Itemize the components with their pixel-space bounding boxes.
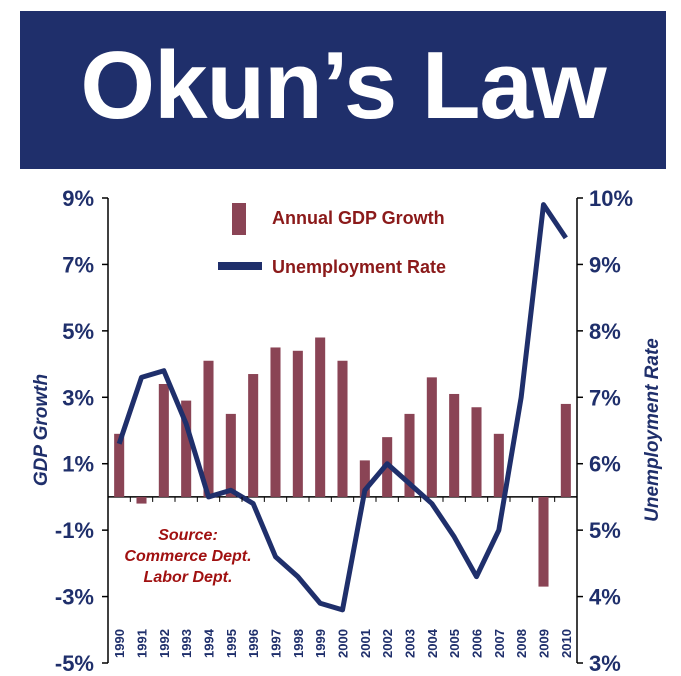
- source-line-1: Source:: [158, 527, 218, 544]
- x-tick-label: 1991: [135, 629, 150, 658]
- right-tick-label: 6%: [589, 452, 621, 477]
- x-axis-ticks: 1990 1991 1992 1993 1994 1995 1996 1997 1998 1999…: [107, 496, 574, 658]
- x-tick-label: 1994: [202, 628, 217, 658]
- gdp-bar: [471, 407, 482, 497]
- gdp-bar: [426, 377, 437, 497]
- legend-swatch-unemployment: [218, 262, 262, 270]
- gdp-bar: [136, 496, 147, 504]
- right-tick-label: 7%: [589, 385, 621, 410]
- x-tick-label: 1996: [246, 629, 261, 658]
- source-line-3: Labor Dept.: [144, 569, 233, 586]
- chart-title: Okun’s Law: [80, 32, 606, 139]
- gdp-bar: [203, 360, 214, 497]
- unemployment-line: [116, 202, 568, 613]
- legend-label-unemployment: Unemployment Rate: [272, 257, 446, 277]
- x-tick-label: 1998: [291, 629, 306, 658]
- title-banner: Okun’s Law: [20, 11, 666, 169]
- right-axis-ticks: 10% 9% 8% 7% 6% 5% 4% 3%: [577, 186, 633, 676]
- x-tick-label: 2007: [492, 629, 507, 658]
- gdp-bar: [337, 360, 348, 497]
- gdp-bar: [181, 400, 192, 497]
- gdp-bar: [315, 337, 326, 497]
- x-tick-label: 1993: [179, 629, 194, 658]
- gdp-bar: [158, 384, 169, 497]
- gdp-bar: [493, 433, 504, 497]
- gdp-bar: [538, 496, 549, 587]
- x-tick-label: 2001: [358, 629, 373, 658]
- x-tick-label: 2010: [559, 629, 574, 658]
- x-tick-label: 2008: [514, 629, 529, 658]
- x-tick-label: 1999: [313, 629, 328, 658]
- gdp-bar: [404, 413, 415, 497]
- right-tick-label: 3%: [589, 651, 621, 676]
- right-tick-label: 5%: [589, 518, 621, 543]
- gdp-bar: [248, 374, 259, 497]
- right-tick-label: 9%: [589, 252, 621, 277]
- gdp-bar: [225, 413, 236, 497]
- left-axis-label: GDP Growth: [31, 374, 52, 486]
- left-tick-label: -1%: [55, 518, 94, 543]
- x-tick-label: 2006: [470, 629, 485, 658]
- right-tick-label: 4%: [589, 585, 621, 610]
- gdp-bar: [560, 403, 571, 497]
- right-axis-label: Unemployment Rate: [642, 338, 663, 522]
- x-tick-label: 1992: [157, 629, 172, 658]
- source-annotation: Source: Commerce Dept. Labor Dept.: [124, 527, 251, 586]
- left-tick-label: 7%: [62, 252, 94, 277]
- x-tick-label: 2005: [447, 629, 462, 658]
- gdp-bar: [114, 433, 125, 497]
- x-tick-label: 2002: [380, 629, 395, 658]
- x-tick-label: 2009: [537, 629, 552, 658]
- gdp-bar: [359, 460, 370, 497]
- x-tick-label: 1990: [112, 629, 127, 658]
- left-tick-label: 9%: [62, 186, 94, 211]
- gdp-bars: [114, 337, 571, 587]
- left-tick-label: -3%: [55, 585, 94, 610]
- right-tick-label: 8%: [589, 319, 621, 344]
- left-tick-label: 1%: [62, 452, 94, 477]
- legend: Annual GDP Growth Unemployment Rate: [218, 203, 446, 277]
- unemployment-line-layer: [116, 202, 568, 613]
- x-tick-label: 1997: [269, 629, 284, 658]
- gdp-bar: [270, 347, 281, 497]
- source-line-2: Commerce Dept.: [124, 548, 251, 565]
- x-tick-label: 2004: [425, 628, 440, 658]
- legend-swatch-gdp: [232, 203, 246, 235]
- x-tick-label: 2003: [403, 629, 418, 658]
- legend-label-gdp: Annual GDP Growth: [272, 208, 445, 228]
- gdp-bar: [449, 393, 460, 497]
- x-tick-label: 1995: [224, 629, 239, 658]
- x-tick-label: 2000: [336, 629, 351, 658]
- left-tick-label: -5%: [55, 651, 94, 676]
- left-tick-label: 5%: [62, 319, 94, 344]
- left-axis-ticks: 9% 7% 5% 3% 1% -1% -3% -5%: [55, 186, 108, 676]
- gdp-bar: [292, 350, 303, 497]
- left-tick-label: 3%: [62, 385, 94, 410]
- right-tick-label: 10%: [589, 186, 633, 211]
